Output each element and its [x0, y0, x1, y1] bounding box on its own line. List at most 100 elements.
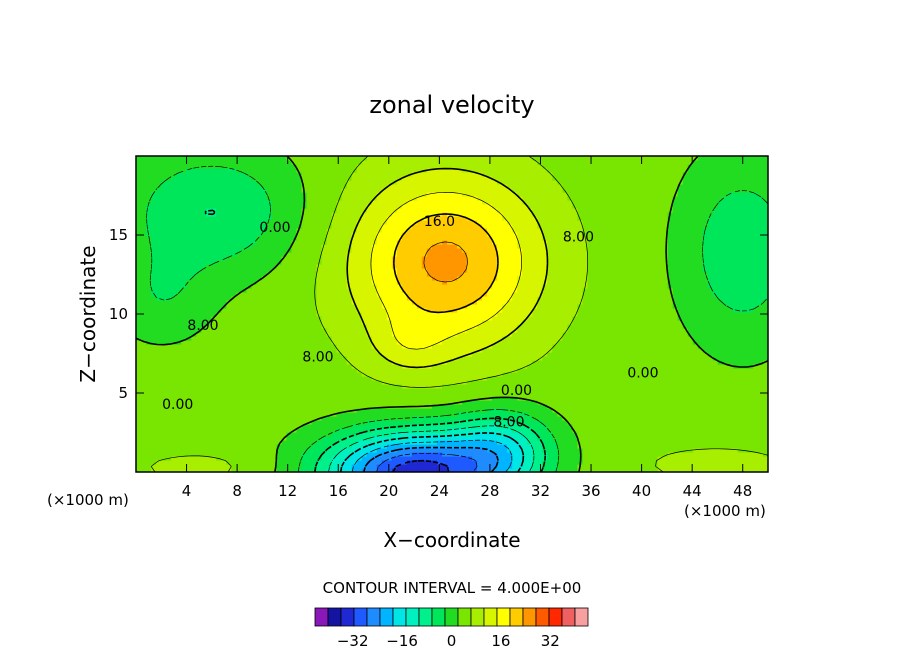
contour-cell [552, 320, 558, 325]
contour-cell [717, 416, 724, 421]
contour-cell [527, 380, 533, 385]
contour-cell [171, 388, 177, 393]
contour-cell [677, 384, 684, 389]
contour-cell [441, 352, 448, 357]
contour-cell [597, 388, 604, 393]
contour-cell [426, 340, 433, 345]
contour-cell [537, 392, 543, 397]
contour-cell [467, 368, 473, 373]
contour-cell [497, 356, 503, 361]
contour-cell [146, 396, 152, 401]
contour-cell [557, 324, 563, 329]
contour-cell [642, 344, 649, 349]
contour-cell [677, 428, 684, 433]
contour-cell [391, 376, 398, 381]
contour-cell [687, 316, 694, 321]
contour-cell [361, 320, 368, 325]
contour-cell [737, 384, 744, 389]
contour-cell [401, 324, 408, 329]
contour-cell [186, 416, 192, 421]
contour-cell [527, 316, 533, 321]
contour-cell [552, 384, 558, 389]
contour-cell [201, 408, 207, 413]
contour-cell [727, 332, 734, 337]
contour-cell [266, 420, 273, 425]
contour-cell [266, 464, 273, 469]
contour-cell [487, 428, 493, 433]
contour-cell [592, 384, 599, 389]
contour-cell [527, 456, 533, 461]
contour-cell [687, 392, 694, 397]
contour-cell [682, 408, 689, 413]
contour-cell [707, 376, 714, 381]
contour-cell [141, 320, 147, 325]
contour-cell [246, 408, 252, 413]
contour-cell [191, 424, 197, 429]
contour-cell [522, 408, 528, 413]
contour-cell [211, 324, 217, 329]
contour-cell [687, 388, 694, 393]
contour-cell [677, 420, 684, 425]
contour-cell [216, 452, 222, 457]
contour-cell [682, 316, 689, 321]
contour-cell [557, 388, 563, 393]
contour-cell [361, 332, 368, 337]
contour-cell [151, 364, 157, 369]
contour-cell [241, 312, 247, 317]
contour-cell [717, 384, 724, 389]
contour-cell [672, 444, 679, 449]
contour-cell [366, 312, 373, 317]
contour-cell [321, 388, 328, 393]
contour-cell [677, 448, 684, 453]
contour-cell [557, 344, 563, 349]
contour-cell [462, 456, 468, 461]
contour-cell [707, 324, 714, 329]
contour-cell [216, 348, 222, 353]
contour-cell [336, 456, 343, 461]
contour-cell [537, 364, 543, 369]
contour-cell [717, 372, 724, 377]
contour-cell [752, 424, 759, 429]
contour-cell [617, 364, 624, 369]
contour-cell [452, 448, 458, 453]
contour-cell [627, 456, 634, 461]
contour-cell [176, 320, 182, 325]
contour-cell [151, 452, 157, 457]
contour-cell [737, 440, 744, 445]
contour-cell [366, 340, 373, 345]
contour-cell [717, 412, 724, 417]
contour-cell [702, 428, 709, 433]
contour-cell [266, 376, 273, 381]
contour-cell [446, 444, 453, 449]
contour-cell [396, 400, 403, 405]
contour-cell [672, 416, 679, 421]
contour-cell [707, 384, 714, 389]
contour-cell [271, 332, 278, 337]
contour-cell [181, 360, 187, 365]
contour-cell [331, 320, 338, 325]
contour-cell [742, 328, 749, 333]
contour-cell [662, 424, 669, 429]
contour-cell [181, 344, 187, 349]
contour-cell [141, 344, 147, 349]
contour-cell [311, 400, 318, 405]
contour-cell [421, 320, 428, 325]
contour-cell [341, 364, 348, 369]
contour-cell [722, 352, 729, 357]
contour-cell [151, 420, 157, 425]
contour-cell [151, 320, 157, 325]
contour-cell [381, 460, 388, 465]
contour-cell [757, 404, 764, 409]
contour-cell [156, 452, 162, 457]
contour-cell [271, 352, 278, 357]
contour-cell [421, 392, 428, 397]
contour-cell [171, 420, 177, 425]
contour-cell [301, 440, 308, 445]
contour-cell [386, 312, 393, 317]
contour-cell [416, 424, 423, 429]
contour-cell [171, 356, 177, 361]
contour-cell [637, 420, 644, 425]
contour-cell [296, 376, 303, 381]
contour-cell [747, 424, 754, 429]
contour-cell [517, 440, 523, 445]
